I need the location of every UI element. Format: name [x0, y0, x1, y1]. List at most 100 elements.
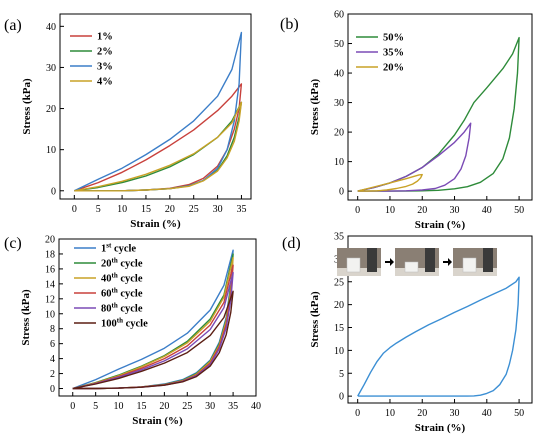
x-tick-label: 25: [189, 204, 199, 215]
y-axis-label: Stress (kPa): [309, 79, 321, 136]
x-tick-label: 0: [355, 205, 360, 216]
legend-label: 60th cycle: [101, 287, 143, 300]
y-tick-label: 10: [46, 145, 56, 156]
x-tick-label: 10: [385, 205, 395, 216]
x-tick-label: 0: [355, 408, 360, 419]
x-tick-label: 10: [117, 204, 127, 215]
y-tick-label: 0: [339, 187, 344, 198]
y-tick-label: 20: [334, 300, 344, 311]
x-tick-label: 20: [159, 401, 169, 412]
panel-letter: (c): [4, 235, 22, 252]
panel-3: (d)0102030405005101520253035Strain (%)St…: [282, 232, 533, 434]
x-tick-label: 50: [514, 408, 524, 419]
y-tick-label: 30: [46, 63, 56, 74]
inset-photos: [337, 248, 497, 276]
legend-label: 1%: [97, 32, 113, 43]
panel-1: (b) 0 10 20 30 40 50 0 10 20 30 40 50 60 Strain (%) Str…: [280, 10, 533, 231]
arrow-head-icon: [448, 258, 452, 266]
panel-letter: (b): [280, 16, 299, 33]
legend-label: 35%: [383, 48, 404, 59]
x-tick-label: 30: [450, 408, 460, 419]
panel-0: (a) 0 5 10 15 20 25 30 35 0 10 20 30 40 Strain (%) Stre…: [4, 13, 252, 230]
x-tick-label: 35: [228, 401, 238, 412]
series-line-2: [357, 173, 423, 192]
x-tick-label: 20: [417, 408, 427, 419]
series-line-0: [357, 36, 520, 192]
series-line-1: [72, 253, 234, 390]
y-axis-label: Stress (kPa): [309, 291, 321, 348]
y-tick-label: 30: [334, 98, 344, 109]
series-line-2: [72, 257, 234, 390]
x-tick-label: 10: [385, 408, 395, 419]
x-axis-label: Strain (%): [132, 415, 183, 427]
y-tick-label: 0: [51, 186, 56, 197]
legend-label: 40th cycle: [101, 272, 143, 285]
y-tick-label: 4: [50, 354, 55, 365]
x-tick-label: 40: [482, 205, 492, 216]
panel-letter: (a): [4, 17, 22, 34]
x-tick-label: 0: [70, 401, 75, 412]
x-tick-label: 20: [165, 204, 175, 215]
y-tick-label: 16: [45, 264, 55, 275]
x-tick-label: 10: [114, 401, 124, 412]
x-tick-label: 5: [93, 401, 98, 412]
legend-label: 50%: [383, 33, 404, 44]
y-tick-label: 60: [334, 10, 344, 21]
series-line-1: [357, 122, 472, 192]
y-tick-label: 10: [334, 346, 344, 357]
y-tick-label: 20: [46, 104, 56, 115]
legend-label: 3%: [97, 62, 113, 73]
panel-2: (c) 0 5 10 15 20 25 30 35 40 0 2 4 6 8 10 12 14 16 18 20 Stra…: [4, 235, 261, 428]
y-tick-label: 25: [334, 277, 344, 288]
legend-label: 20%: [383, 63, 404, 74]
y-axis-label: Stress (kPa): [20, 289, 32, 346]
legend-label: 20th cycle: [101, 257, 143, 270]
legend-label: 80th cycle: [101, 302, 143, 315]
y-tick-label: 2: [50, 369, 55, 380]
x-tick-label: 40: [482, 408, 492, 419]
x-tick-label: 40: [251, 401, 261, 412]
inset-sample-cube: [462, 257, 477, 273]
legend-label: 100th cycle: [101, 317, 148, 330]
series-line-5: [72, 290, 234, 390]
plot-frame: [347, 235, 533, 404]
x-tick-label: 30: [450, 205, 460, 216]
x-tick-label: 20: [417, 205, 427, 216]
x-axis-label: Strain (%): [415, 422, 466, 434]
x-tick-label: 30: [205, 401, 215, 412]
legend-label: 2%: [97, 47, 113, 58]
y-tick-label: 18: [45, 249, 55, 260]
x-tick-label: 25: [182, 401, 192, 412]
y-tick-label: 35: [334, 232, 344, 243]
y-tick-label: 8: [50, 324, 55, 335]
y-tick-label: 10: [45, 309, 55, 320]
y-tick-label: 12: [45, 294, 55, 305]
y-tick-label: 0: [339, 392, 344, 403]
x-tick-label: 50: [514, 205, 524, 216]
plot-frame: [59, 13, 252, 200]
series-line-0: [357, 276, 520, 397]
x-tick-label: 15: [141, 204, 151, 215]
plot-frame: [347, 13, 533, 201]
y-tick-label: 20: [45, 235, 55, 246]
y-axis-label: Stress (kPa): [21, 78, 33, 135]
x-tick-label: 0: [72, 204, 77, 215]
y-tick-label: 5: [339, 369, 344, 380]
y-tick-label: 10: [334, 157, 344, 168]
inset-ruler: [425, 248, 435, 272]
y-tick-label: 40: [46, 22, 56, 33]
y-tick-label: 20: [334, 128, 344, 139]
y-tick-label: 40: [334, 69, 344, 80]
x-tick-label: 15: [136, 401, 146, 412]
y-tick-label: 14: [45, 279, 55, 290]
x-axis-label: Strain (%): [130, 218, 181, 230]
x-axis-label: Strain (%): [415, 219, 466, 231]
legend-label: 1st cycle: [101, 242, 136, 255]
x-tick-label: 30: [213, 204, 223, 215]
y-tick-label: 15: [334, 323, 344, 334]
arrow-head-icon: [390, 258, 394, 266]
y-tick-label: 6: [50, 339, 55, 350]
panel-letter: (d): [282, 235, 301, 252]
series-line-3: [74, 101, 243, 192]
